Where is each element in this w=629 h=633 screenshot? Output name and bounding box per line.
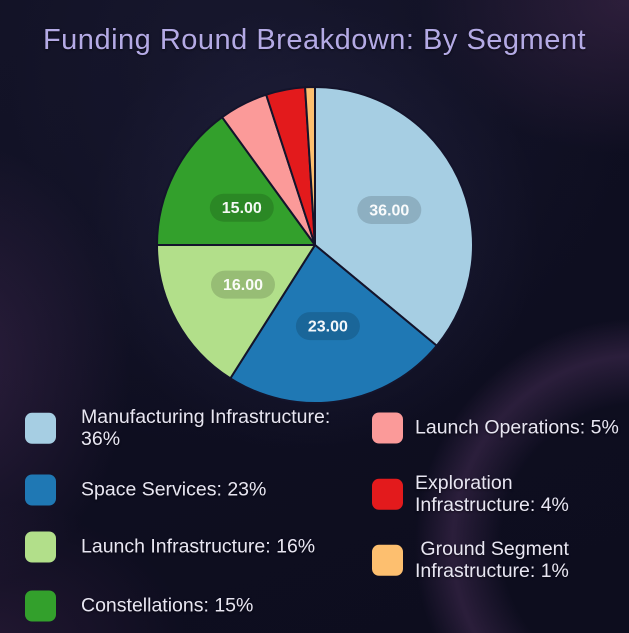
chart-title: Funding Round Breakdown: By Segment [42,24,587,56]
legend-swatch-constellations [25,590,56,622]
legend-swatch-ground-segment-infrastructure [372,544,403,576]
pie-slice-launch-infrastructure [156,244,316,380]
legend-swatch-manufacturing-infrastructure [25,412,56,444]
legend-swatch-launch-infrastructure [25,531,56,563]
legend-item-launch-operations: Launch Operations: 5% [372,412,627,444]
legend-item-launch-infrastructure: Launch Infrastructure: 16% [25,531,341,563]
pie-slice-constellations [156,116,316,246]
slice-value-label: 15.00 [209,193,274,222]
slice-value-label: 23.00 [295,312,360,341]
pie-slice-space-services [229,244,438,404]
slice-value-label: 36.00 [357,196,422,224]
legend-swatch-launch-operations [372,412,403,444]
slice-value-pill [209,193,274,222]
slice-value-text: 15.00 [222,200,262,217]
legend-label: Exploration Infrastructure: 4% [415,471,569,516]
legend-item-manufacturing-infrastructure: Manufacturing Infrastructure: 36% [25,406,341,450]
slice-value-pill [295,312,360,341]
legend-item-exploration-infrastructure: Exploration Infrastructure: 4% [372,472,627,516]
legend-item-ground-segment-infrastructure: Ground Segment Infrastructure: 1% [372,538,627,582]
legend-item-space-services: Space Services: 23% [25,474,341,506]
pie-chart: 36.00 23.00 16.00 15.00 [156,85,474,404]
pie-slice-ground-segment-infrastructure [304,85,316,246]
legend-label: Launch Infrastructure: 16% [81,535,316,558]
slice-value-text: 36.00 [369,203,409,220]
slice-value-text: 23.00 [308,319,348,336]
legend-label: Launch Operations: 5% [415,416,619,439]
legend-label: Ground Segment Infrastructure: 1% [415,537,575,582]
pie-slice-manufacturing-infrastructure [314,86,474,347]
slice-value-pill [357,196,422,224]
legend-label: Manufacturing Infrastructure: 36% [81,405,336,450]
legend-label: Space Services: 23% [81,478,267,501]
slice-value-pill [211,270,275,299]
legend-swatch-exploration-infrastructure [372,478,403,510]
legend-label: Constellations: 15% [81,594,254,617]
slice-value-label: 16.00 [211,270,275,299]
legend-item-constellations: Constellations: 15% [25,590,341,622]
slice-value-text: 16.00 [223,277,263,294]
legend-swatch-space-services [25,474,56,506]
